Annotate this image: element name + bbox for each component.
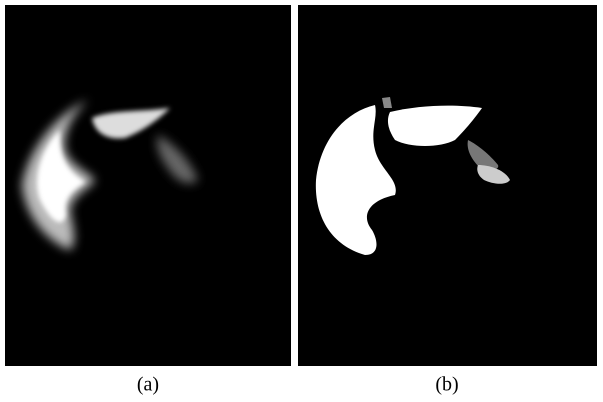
figure: (a) (b): [0, 0, 603, 402]
panel-b: [298, 5, 597, 366]
caption: (b): [435, 374, 458, 396]
panel-a: [5, 5, 291, 366]
caption: (a): [137, 374, 159, 396]
